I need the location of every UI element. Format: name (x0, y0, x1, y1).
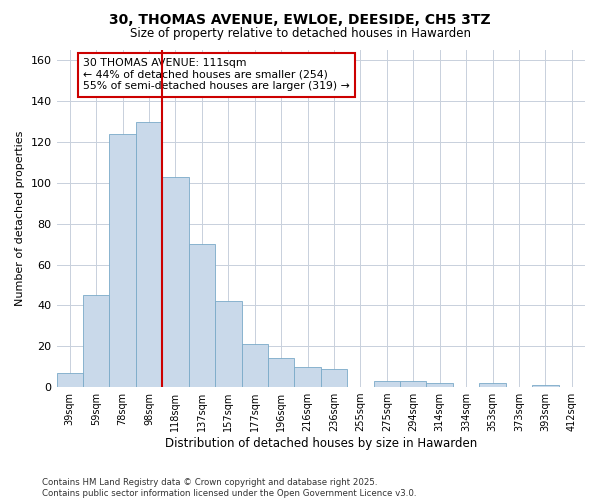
Bar (83, 295, 109, 387)
Text: 30, THOMAS AVENUE, EWLOE, DEESIDE, CH5 3TZ: 30, THOMAS AVENUE, EWLOE, DEESIDE, CH5 3… (109, 12, 491, 26)
Bar (295, 366, 321, 387)
Bar (109, 134, 136, 387)
Bar (532, 385, 559, 387)
Bar (321, 368, 347, 387)
Bar (215, 302, 242, 387)
Bar (427, 383, 453, 387)
Bar (400, 381, 427, 387)
Bar (188, 244, 215, 387)
Bar (479, 383, 506, 387)
Text: Contains HM Land Registry data © Crown copyright and database right 2025.
Contai: Contains HM Land Registry data © Crown c… (42, 478, 416, 498)
Text: Size of property relative to detached houses in Hawarden: Size of property relative to detached ho… (130, 28, 470, 40)
Bar (136, 122, 162, 387)
Bar (162, 176, 188, 387)
Bar (374, 381, 400, 387)
Bar (56, 373, 83, 387)
Text: 30 THOMAS AVENUE: 111sqm
← 44% of detached houses are smaller (254)
55% of semi-: 30 THOMAS AVENUE: 111sqm ← 44% of detach… (83, 58, 350, 92)
Bar (242, 344, 268, 387)
Bar (268, 358, 295, 387)
X-axis label: Distribution of detached houses by size in Hawarden: Distribution of detached houses by size … (164, 437, 477, 450)
Y-axis label: Number of detached properties: Number of detached properties (15, 131, 25, 306)
